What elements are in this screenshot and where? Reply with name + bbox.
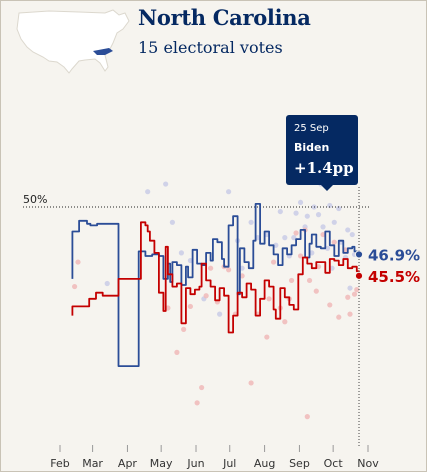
poll-dot bbox=[351, 291, 358, 297]
poll-dot bbox=[297, 253, 304, 259]
poll-dot bbox=[163, 181, 169, 187]
poll-dot bbox=[347, 311, 353, 317]
poll-dot bbox=[282, 319, 288, 325]
tooltip-arrow bbox=[321, 185, 333, 191]
poll-dot bbox=[72, 283, 78, 290]
poll-dot bbox=[178, 250, 185, 256]
poll-dot bbox=[293, 230, 299, 236]
poll-dot bbox=[264, 231, 270, 238]
poll-dot bbox=[336, 205, 342, 212]
poll-dot bbox=[199, 384, 205, 391]
poll-dot bbox=[315, 212, 322, 218]
x-tick-label: Apr bbox=[118, 457, 138, 470]
x-tick-label: Nov bbox=[357, 457, 379, 470]
poll-dot bbox=[169, 219, 176, 225]
end-marker bbox=[354, 250, 364, 259]
poll-dot bbox=[293, 210, 299, 216]
poll-dot bbox=[315, 264, 322, 270]
us-map-icon bbox=[16, 9, 130, 74]
poll-dot bbox=[239, 265, 245, 271]
poll-dot bbox=[187, 257, 193, 264]
poll-dot bbox=[255, 235, 261, 241]
end-marker bbox=[354, 271, 364, 280]
poll-dot bbox=[264, 334, 270, 340]
poll-dot bbox=[239, 273, 245, 279]
poll-dot bbox=[329, 265, 335, 271]
poll-dot bbox=[349, 231, 355, 238]
poll-dot bbox=[345, 227, 351, 233]
poll-dot bbox=[266, 296, 272, 302]
series-line-trump bbox=[71, 221, 360, 334]
x-tick-label: Feb bbox=[50, 457, 69, 470]
poll-dot bbox=[297, 199, 304, 206]
poll-dot bbox=[203, 293, 209, 299]
poll-dot bbox=[288, 277, 295, 284]
poll-dot bbox=[331, 239, 337, 245]
poll-dot bbox=[194, 400, 200, 406]
poll-dot bbox=[347, 285, 353, 291]
x-tick-label: Aug bbox=[254, 457, 275, 470]
poll-dot bbox=[327, 302, 333, 308]
poll-dot bbox=[309, 250, 315, 256]
x-tick-label: May bbox=[150, 457, 173, 470]
poll-dot bbox=[336, 314, 342, 320]
chart-subtitle: 15 electoral votes bbox=[138, 38, 283, 57]
poll-dot bbox=[327, 202, 333, 209]
poll-dot bbox=[226, 267, 232, 273]
poll-dot bbox=[226, 189, 232, 195]
poll-dot bbox=[208, 265, 214, 271]
poll-dot bbox=[248, 219, 254, 225]
series-line-biden bbox=[71, 203, 360, 367]
x-tick-label: Mar bbox=[82, 457, 103, 470]
x-tick-label: Oct bbox=[324, 457, 344, 470]
poll-dot bbox=[324, 245, 331, 251]
poll-dot bbox=[304, 213, 310, 219]
x-tick-label: Jun bbox=[186, 457, 204, 470]
poll-dot bbox=[165, 305, 171, 311]
x-tick-label: Sep bbox=[289, 457, 310, 470]
reference-label: 50% bbox=[23, 193, 47, 206]
poll-dot bbox=[291, 235, 297, 241]
poll-dot bbox=[273, 242, 279, 248]
x-tick-label: Jul bbox=[222, 457, 236, 470]
poll-dot bbox=[320, 224, 326, 230]
poll-dot bbox=[354, 287, 360, 293]
poll-dot bbox=[181, 326, 187, 332]
poll-dot bbox=[345, 294, 351, 300]
poll-dot bbox=[304, 414, 310, 420]
poll-dot bbox=[248, 380, 254, 386]
poll-dot bbox=[75, 259, 81, 265]
poll-dot bbox=[282, 235, 288, 241]
tooltip-date: 25 Sep bbox=[294, 123, 329, 134]
poll-dot bbox=[187, 303, 193, 310]
poll-dot bbox=[217, 311, 223, 317]
poll-dot bbox=[145, 189, 151, 195]
tooltip-leader: Biden bbox=[294, 141, 330, 154]
chart-title: North Carolina bbox=[138, 5, 311, 30]
poll-dot bbox=[320, 231, 326, 238]
poll-dot bbox=[104, 280, 110, 287]
end-label-biden: 46.9% bbox=[368, 246, 420, 264]
tooltip-margin: +1.4pp bbox=[294, 159, 354, 177]
poll-dot bbox=[277, 208, 283, 215]
poll-dot bbox=[342, 247, 349, 253]
poll-dot bbox=[306, 277, 313, 284]
end-label-trump: 45.5% bbox=[368, 268, 420, 286]
tooltip: 25 Sep Biden +1.4pp bbox=[286, 115, 358, 185]
poll-dot bbox=[331, 219, 337, 225]
poll-dot bbox=[313, 288, 319, 294]
poll-dot bbox=[174, 349, 180, 355]
poll-dot bbox=[270, 259, 277, 265]
